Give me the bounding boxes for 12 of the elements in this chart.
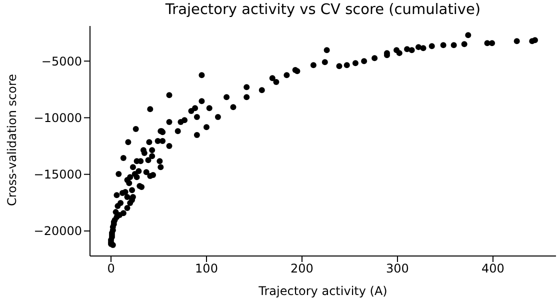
y-tick-label: −10000 (34, 110, 82, 125)
x-tick-label: 100 (195, 262, 218, 276)
x-tick-label: 200 (290, 262, 314, 276)
chart-title: Trajectory activity vs CV score (cumulative) (164, 2, 482, 18)
x-tick-label: 0 (107, 262, 115, 276)
x-axis-title: Trajectory activity (A) (258, 284, 388, 298)
x-tick-label: 400 (482, 262, 504, 276)
y-tick-label: −5000 (41, 54, 82, 68)
y-axis-title: Cross-validation score (5, 72, 19, 208)
y-tick-label: −15000 (34, 168, 82, 182)
y-tick-label: −20000 (34, 224, 82, 238)
x-tick-label: 300 (386, 262, 409, 276)
